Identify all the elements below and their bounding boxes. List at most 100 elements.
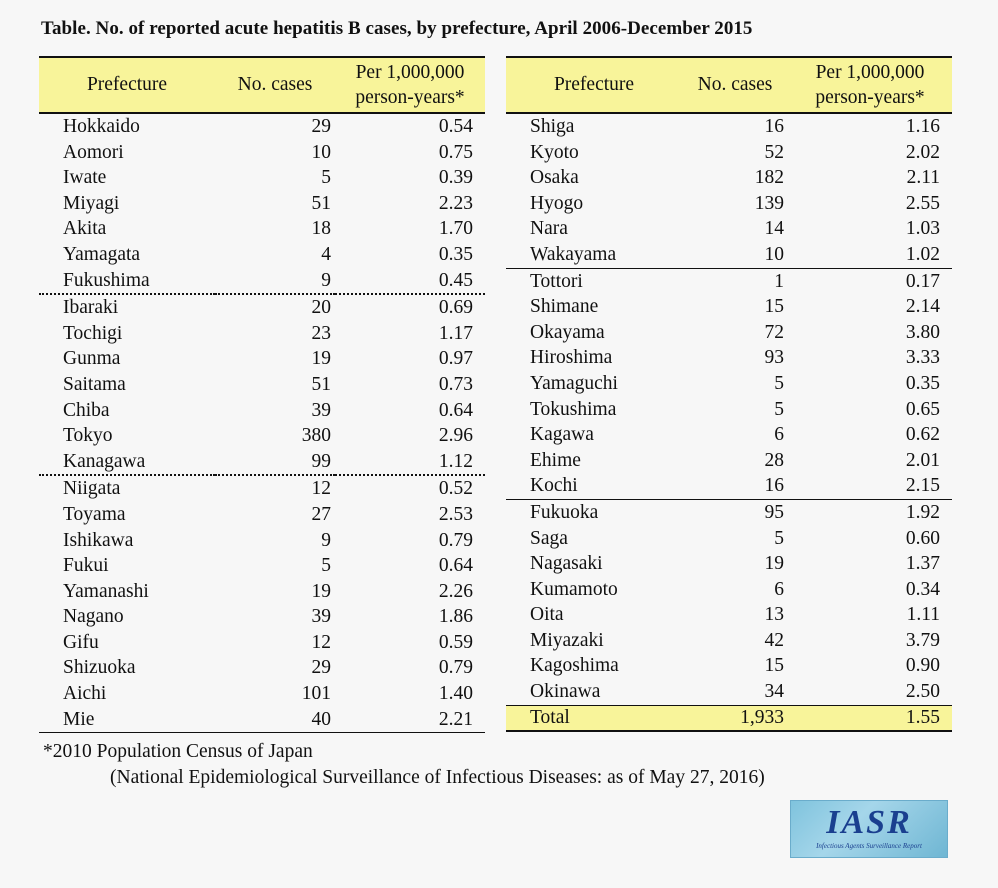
cases-cell: 40: [215, 706, 335, 734]
rate-cell: 0.35: [438, 243, 473, 265]
rate-cell: 1.37: [905, 553, 940, 575]
cases-cell: 5: [774, 398, 784, 420]
table-row: Toyama 27 2.53: [39, 502, 485, 528]
prefecture-cell: Miyagi: [63, 192, 120, 214]
prefecture-cell: Kumamoto: [530, 578, 618, 600]
cases-cell: 39: [311, 399, 332, 421]
cases-cell: 6: [774, 424, 784, 446]
prefecture-cell: Kagawa: [530, 424, 594, 446]
prefecture-cell: Kochi: [506, 473, 682, 500]
cases-cell: 19: [311, 348, 332, 370]
table-row: Niigata 12 0.52: [39, 475, 485, 502]
table-row: Yamanashi 19 2.26: [39, 579, 485, 605]
rate-cell: 2.53: [438, 503, 473, 525]
cases-cell: 27: [311, 503, 332, 525]
cases-cell: 16: [764, 116, 785, 137]
cases-cell: 13: [764, 604, 785, 626]
cases-cell: 5: [774, 527, 784, 549]
prefecture-cell: Kagoshima: [530, 655, 619, 677]
prefecture-cell: Iwate: [63, 167, 107, 189]
cases-cell: 28: [764, 449, 785, 471]
cases-cell: 29: [311, 657, 332, 679]
rate-cell: 0.54: [438, 116, 473, 137]
table-row: Wakayama 10 1.02: [506, 241, 952, 269]
rate-cell: 2.55: [905, 192, 940, 214]
table-row: Fukushima 9 0.45: [39, 267, 485, 296]
cases-cell: 10: [682, 241, 788, 269]
rate-cell: 0.75: [438, 141, 473, 163]
header-row: Prefecture No. cases Per 1,000,000 person…: [39, 56, 485, 114]
cases-cell: 51: [311, 373, 332, 395]
prefecture-cell: Toyama: [63, 503, 126, 525]
total-cases: 1,933: [682, 704, 788, 732]
table-row: Tottori 1 0.17: [506, 268, 952, 294]
cases-cell: 16: [682, 473, 788, 500]
table-row: Oita 13 1.11: [506, 602, 952, 628]
prefecture-cell: Niigata: [63, 478, 121, 500]
table-row: Hiroshima 93 3.33: [506, 345, 952, 371]
prefecture-cell: Hyogo: [530, 192, 584, 214]
rate-cell: 0.34: [905, 578, 940, 600]
table-row: Yamaguchi 5 0.35: [506, 371, 952, 397]
prefecture-cell: Hiroshima: [530, 347, 613, 369]
table-row: Mie 40 2.21: [39, 706, 485, 734]
rate-cell: 1.70: [438, 218, 473, 240]
cases-cell: 95: [764, 501, 785, 523]
cases-cell: 72: [764, 321, 785, 343]
table-row: Okayama 72 3.80: [506, 320, 952, 346]
cases-cell: 12: [311, 631, 332, 653]
prefecture-cell: Ishikawa: [63, 529, 134, 551]
cases-cell: 5: [774, 372, 784, 394]
header-rate-line1: Per 1,000,000: [355, 62, 465, 83]
table-row: Hyogo 139 2.55: [506, 191, 952, 217]
rate-cell: 0.60: [905, 527, 940, 549]
prefecture-cell: Okayama: [530, 321, 605, 343]
rate-cell: 2.02: [905, 141, 940, 163]
table-row: Nagano 39 1.86: [39, 604, 485, 630]
rate-cell: 1.12: [335, 448, 485, 477]
right-table: Prefecture No. cases Per 1,000,000 person…: [506, 56, 952, 732]
rate-cell: 3.33: [905, 347, 940, 369]
table-row: Ehime 28 2.01: [506, 448, 952, 474]
cases-cell: 52: [764, 141, 785, 163]
rate-cell: 1.03: [905, 218, 940, 240]
table-row: Tokyo 380 2.96: [39, 423, 485, 449]
prefecture-cell: Hokkaido: [63, 116, 140, 137]
rate-cell: 0.79: [438, 529, 473, 551]
cases-cell: 15: [764, 296, 785, 318]
cases-cell: 39: [311, 606, 332, 628]
table-row: Yamagata 4 0.35: [39, 242, 485, 268]
cases-cell: 9: [215, 267, 335, 296]
table-row: Shiga 16 1.16: [506, 113, 952, 140]
cases-cell: 29: [311, 116, 332, 137]
table-row: Ishikawa 9 0.79: [39, 528, 485, 554]
cases-cell: 18: [311, 218, 332, 240]
table-row: Aomori 10 0.75: [39, 140, 485, 166]
rate-cell: 0.59: [438, 631, 473, 653]
prefecture-cell: Saitama: [63, 373, 126, 395]
logo-main-text: IASR: [826, 804, 912, 841]
cases-cell: 5: [321, 555, 331, 577]
rate-cell: 3.79: [905, 629, 940, 651]
table-row: Tochigi 23 1.17: [39, 321, 485, 347]
table-row: Shizuoka 29 0.79: [39, 655, 485, 681]
rate-cell: 0.73: [438, 373, 473, 395]
prefecture-cell: Ehime: [530, 449, 581, 471]
prefecture-cell: Kyoto: [530, 141, 579, 163]
prefecture-cell: Akita: [63, 218, 107, 240]
cases-cell: 42: [764, 629, 785, 651]
prefecture-cell: Fukushima: [39, 267, 215, 296]
total-rate: 1.55: [788, 704, 952, 732]
cases-cell: 12: [311, 478, 332, 500]
header-rate: Per 1,000,000 person-years*: [788, 56, 952, 114]
rate-cell: 0.62: [905, 424, 940, 446]
table-row: Nagasaki 19 1.37: [506, 551, 952, 577]
prefecture-cell: Osaka: [530, 167, 579, 189]
cases-cell: 14: [764, 218, 785, 240]
rate-cell: 2.50: [905, 681, 940, 703]
total-row: Total 1,933 1.55: [506, 704, 952, 732]
right-table-body: Shiga 16 1.16 Kyoto 52 2.02 Osaka 182 2.11 Hyogo 1…: [506, 113, 952, 705]
rate-cell: 1.11: [906, 604, 940, 626]
table-row: Gunma 19 0.97: [39, 346, 485, 372]
prefecture-cell: Gunma: [63, 348, 121, 370]
